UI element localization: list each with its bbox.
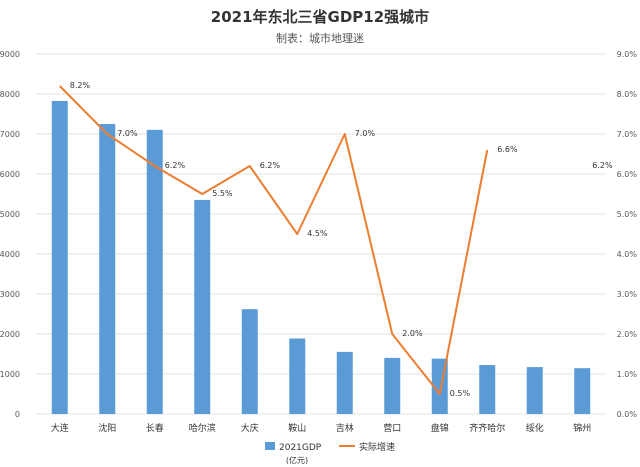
- right-tick-label: 9.0%: [617, 50, 638, 59]
- growth-data-label: 6.2%: [592, 161, 613, 170]
- category-label: 哈尔滨: [189, 422, 216, 434]
- left-tick-label: 6000: [0, 170, 20, 179]
- category-label: 营口: [383, 422, 401, 434]
- left-tick-label: 0: [15, 410, 20, 419]
- bar-series: [51, 100, 591, 415]
- right-tick-label: 1.0%: [617, 370, 638, 379]
- right-tick-label: 5.0%: [617, 210, 638, 219]
- right-tick-label: 7.0%: [617, 130, 638, 139]
- growth-line: [59, 85, 489, 395]
- chart-title: 2021年东北三省GDP12强城市: [210, 8, 430, 26]
- bar-鞍山: [289, 338, 306, 414]
- growth-data-label: 8.2%: [70, 81, 91, 90]
- left-tick-label: 9000: [0, 50, 20, 59]
- growth-data-label: 5.5%: [212, 189, 233, 198]
- category-label: 大连: [51, 422, 69, 434]
- growth-data-label: 7.0%: [117, 129, 138, 138]
- bar-大连: [51, 100, 68, 415]
- category-label: 锦州: [573, 422, 591, 434]
- bar-齐齐哈尔: [479, 365, 496, 414]
- growth-data-label: 0.5%: [450, 389, 471, 398]
- category-label: 鞍山: [288, 422, 306, 434]
- left-tick-label: 3000: [0, 290, 20, 299]
- left-tick-label: 8000: [0, 90, 20, 99]
- chart-subtitle: 制表：城市地理迷: [276, 32, 364, 45]
- growth-data-label: 6.2%: [165, 161, 186, 170]
- left-tick-label: 7000: [0, 130, 20, 139]
- legend: 2021GDP 实际增速 (亿元): [265, 441, 395, 465]
- grid-lines: [36, 53, 606, 415]
- category-label: 长春: [146, 422, 164, 434]
- category-label: 大庆: [241, 422, 259, 434]
- category-label: 齐齐哈尔: [469, 422, 505, 434]
- bar-沈阳: [99, 124, 116, 414]
- legend-line-label: 实际增速: [359, 441, 395, 453]
- left-tick-label: 5000: [0, 210, 20, 219]
- right-tick-label: 6.0%: [617, 170, 638, 179]
- legend-bar-label: 2021GDP: [279, 443, 322, 453]
- left-tick-label: 1000: [0, 370, 20, 379]
- bar-大庆: [241, 309, 258, 414]
- right-axis: 0.0% 1.0% 2.0% 3.0% 4.0% 5.0% 6.0% 7.0% 8.0% 9.0%: [617, 50, 638, 419]
- bar-哈尔滨: [194, 199, 211, 414]
- category-label: 吉林: [336, 422, 354, 434]
- unit-note: (亿元): [286, 455, 308, 465]
- growth-data-label: 4.5%: [307, 229, 328, 238]
- right-tick-label: 3.0%: [617, 290, 638, 299]
- growth-data-label: 6.2%: [260, 161, 281, 170]
- bar-锦州: [574, 368, 591, 414]
- growth-data-label: 7.0%: [355, 129, 376, 138]
- category-label: 盘锦: [431, 422, 449, 434]
- category-label: 沈阳: [98, 422, 116, 434]
- right-tick-label: 4.0%: [617, 250, 638, 259]
- line-series: 8.2% 7.0% 6.2% 5.5% 6.2% 4.5% 7.0% 2.0% 0.5% 6.6%…: [59, 81, 613, 398]
- category-label: 绥化: [526, 422, 544, 434]
- bar-吉林: [336, 351, 353, 414]
- legend-bar-swatch: [265, 442, 275, 450]
- bar-营口: [384, 357, 401, 414]
- left-axis: 0 1000 2000 3000 4000 5000 6000 7000 8000 9000: [0, 50, 20, 419]
- right-tick-label: 0.0%: [617, 410, 638, 419]
- left-tick-label: 4000: [0, 250, 20, 259]
- category-axis: 大连 沈阳 长春 哈尔滨 大庆 鞍山 吉林 营口 盘锦 齐齐哈尔 绥化 锦州: [51, 422, 592, 434]
- bar-长春: [146, 129, 163, 414]
- left-tick-label: 2000: [0, 330, 20, 339]
- bar-绥化: [526, 367, 543, 414]
- right-tick-label: 2.0%: [617, 330, 638, 339]
- growth-data-label: 2.0%: [402, 329, 423, 338]
- growth-data-label: 6.6%: [497, 145, 518, 154]
- right-tick-label: 8.0%: [617, 90, 638, 99]
